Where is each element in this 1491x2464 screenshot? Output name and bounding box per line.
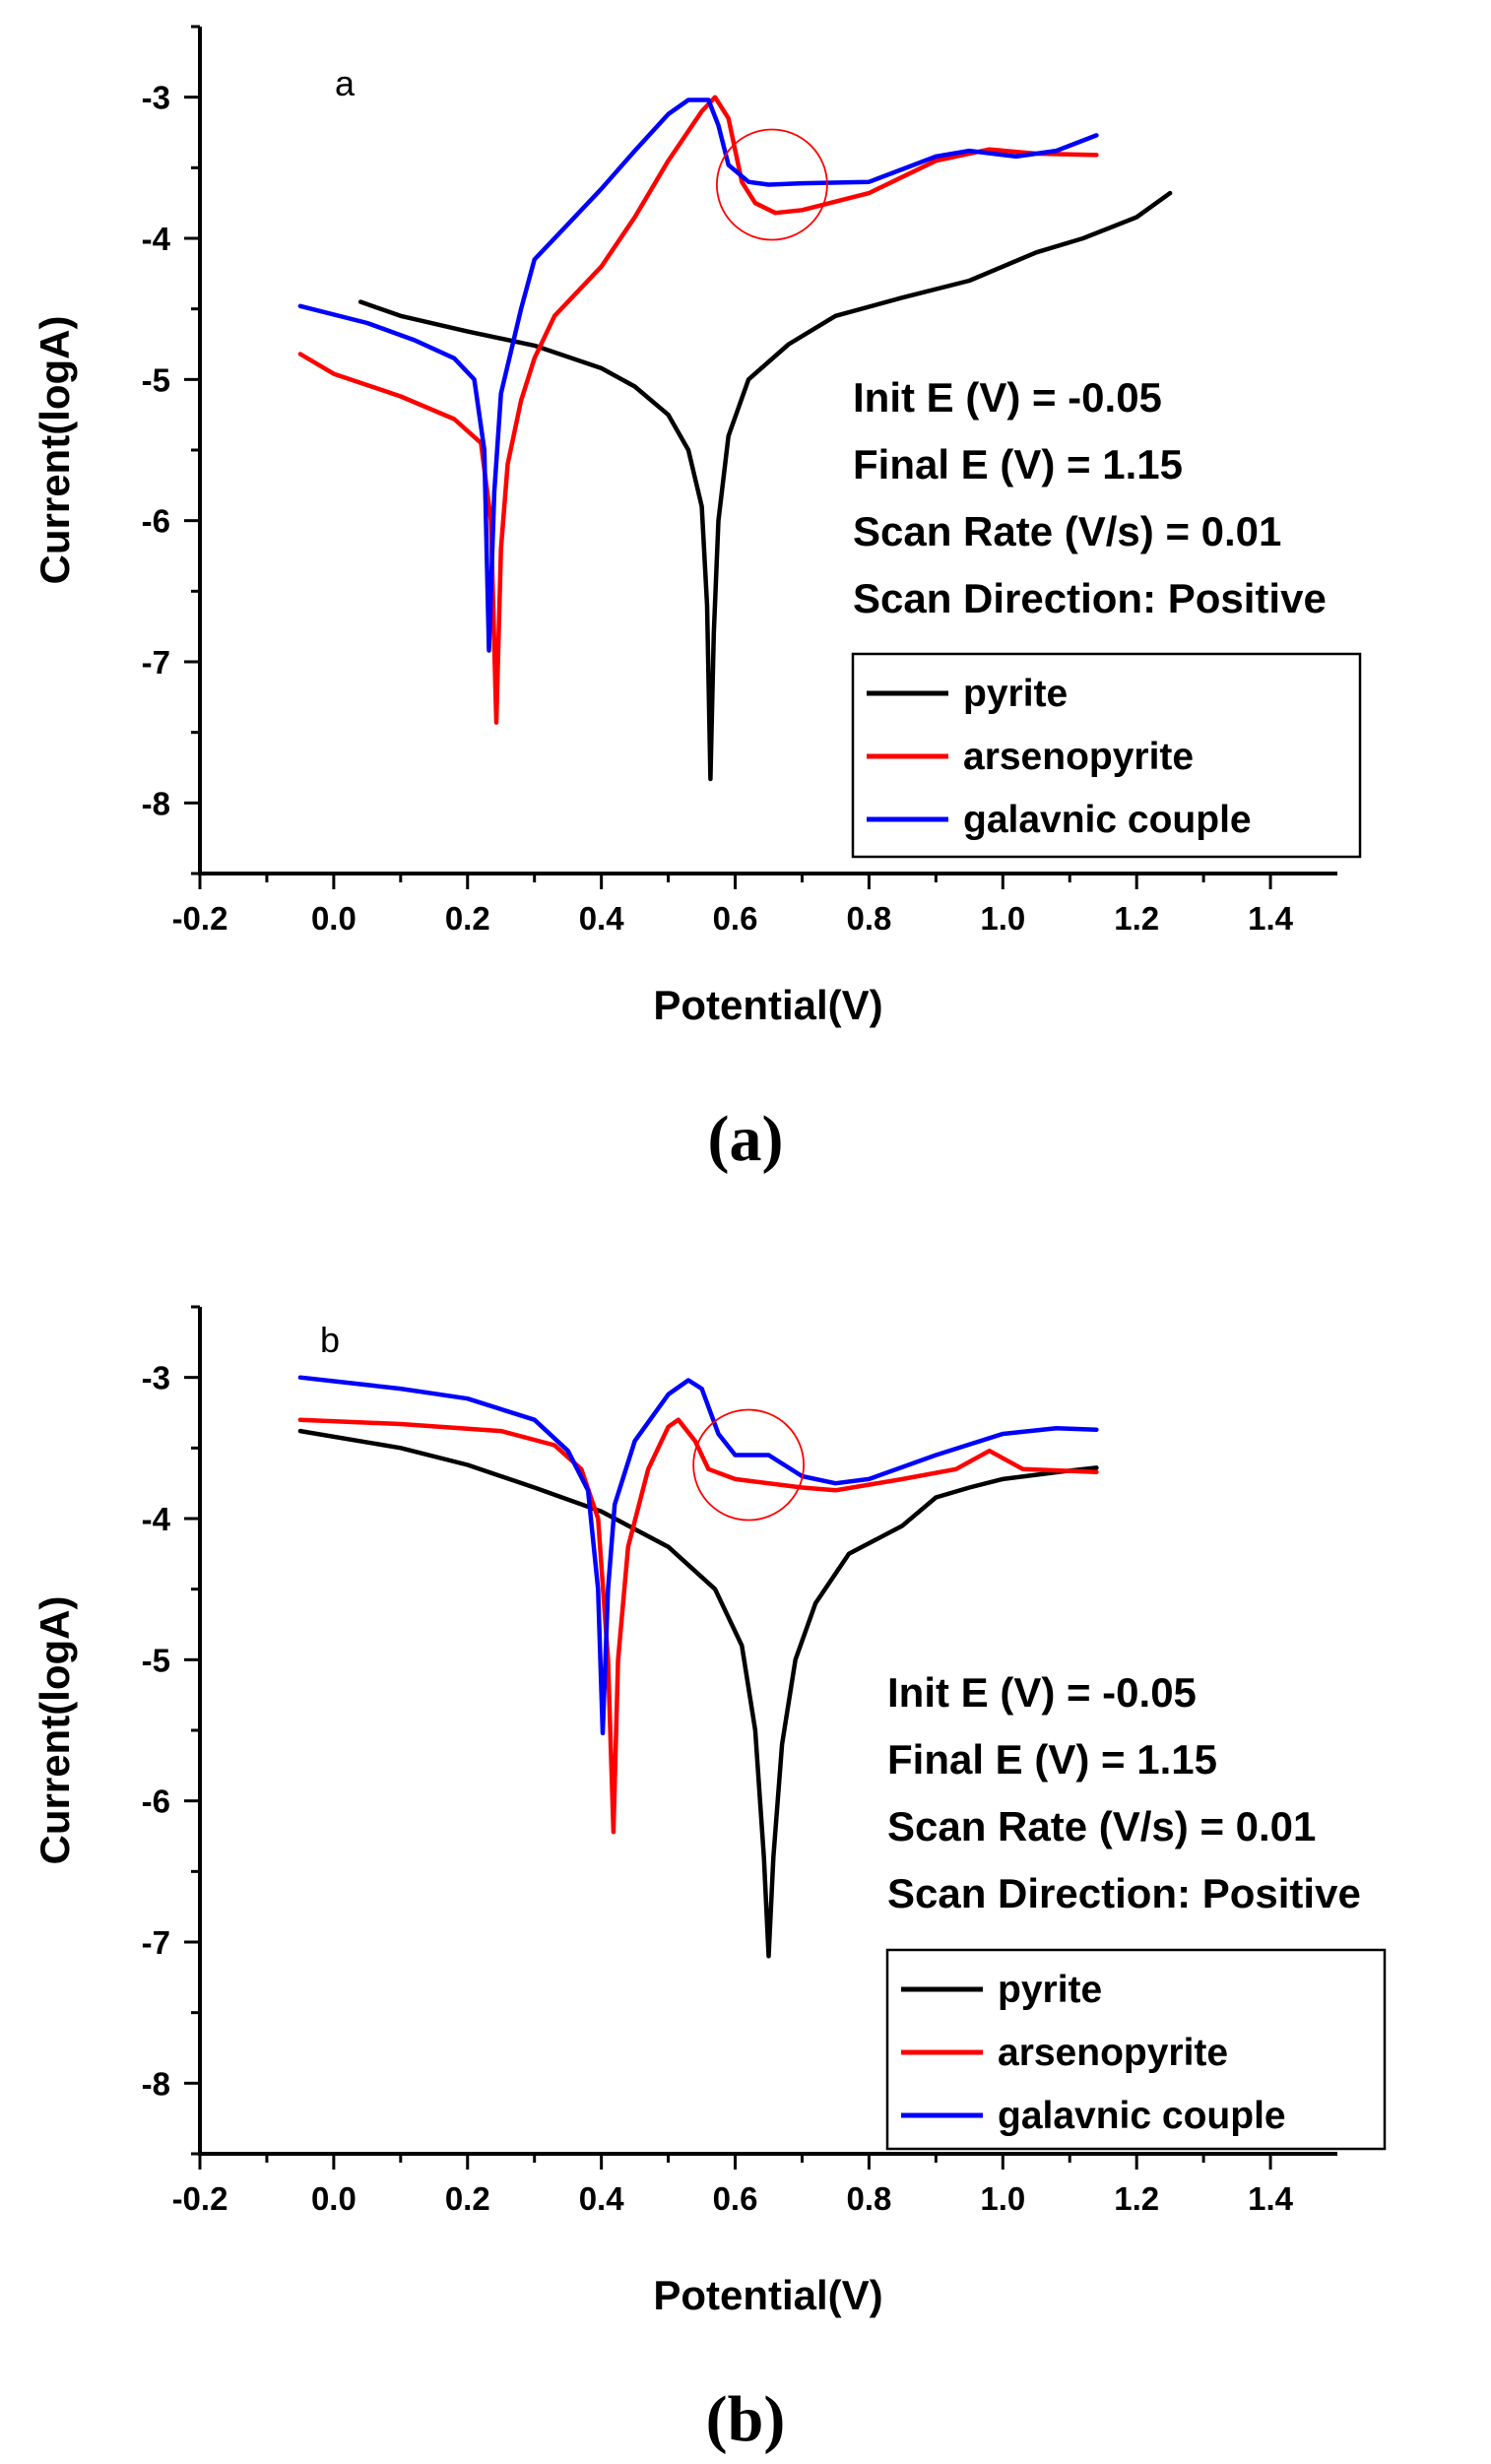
y-tick-label: -3 (142, 1360, 170, 1396)
y-tick-label: -7 (142, 644, 170, 681)
info-line: Init E (V) = -0.05 (887, 1669, 1197, 1716)
info-line: Scan Rate (V/s) = 0.01 (853, 508, 1281, 554)
y-tick-label: -6 (142, 1783, 170, 1820)
info-line: Scan Rate (V/s) = 0.01 (887, 1803, 1316, 1849)
y-tick-label: -7 (142, 1924, 170, 1961)
x-tick-label: 0.2 (445, 2180, 490, 2217)
legend-label: galavnic couple (963, 799, 1252, 841)
legend-label: pyrite (963, 673, 1068, 715)
x-tick-label: 1.2 (1114, 900, 1159, 937)
legend-label: pyrite (998, 1969, 1102, 2011)
y-tick-label: -5 (142, 361, 170, 398)
info-line: Final E (V) = 1.15 (853, 441, 1183, 487)
y-tick-label: -4 (142, 221, 171, 257)
annotation-circle (692, 1408, 806, 1522)
y-axis-title: Current(logA) (32, 316, 78, 585)
x-tick-label: 1.2 (1114, 2180, 1159, 2217)
x-tick-label: 0.2 (445, 900, 490, 937)
panel-tag: a (335, 63, 356, 103)
y-axis-title: Current(logA) (32, 1596, 78, 1865)
figure-caption: (a) (708, 1103, 784, 1175)
series-line-galavnic-couple (297, 1375, 1099, 1736)
legend-label: arsenopyrite (998, 2032, 1228, 2074)
legend-label: arsenopyrite (963, 736, 1194, 778)
figure-caption: (b) (706, 2383, 786, 2455)
y-tick-label: -8 (142, 785, 170, 821)
x-tick-label: 0.0 (311, 2180, 357, 2217)
x-axis-title: Potential(V) (653, 982, 882, 1028)
x-tick-label: 0.4 (579, 2180, 625, 2217)
x-tick-label: -0.2 (172, 900, 228, 937)
x-tick-label: -0.2 (172, 2180, 228, 2217)
y-tick-label: -5 (142, 1642, 170, 1678)
y-tick-label: -3 (142, 80, 170, 116)
chart-panel-b: -0.2 0.0 0.2 0.4 0.6 0.8 1.0 1.2 1.4 -8 -7 -6 -5 -4 -3… (32, 1305, 1387, 2455)
x-tick-label: 0.6 (713, 900, 758, 937)
series-line-pyrite (297, 1428, 1099, 1959)
x-tick-label: 1.0 (980, 2180, 1025, 2217)
y-tick-label: -6 (142, 503, 170, 540)
chart-panel-a: -0.2 0.0 0.2 0.4 0.6 0.8 1.0 1.2 1.4 -8 -7 -6 -5 -4 -3… (32, 25, 1362, 1175)
info-line: Init E (V) = -0.05 (853, 374, 1162, 421)
series-line-pyrite (357, 190, 1173, 782)
x-tick-label: 0.4 (579, 900, 625, 937)
y-tick-label: -8 (142, 2065, 170, 2102)
annotation-circle (715, 128, 828, 241)
legend-label: galavnic couple (998, 2095, 1286, 2137)
series-line-galavnic-couple (297, 97, 1099, 653)
x-axis-title: Potential(V) (653, 2272, 882, 2318)
panel-tag: b (320, 1320, 340, 1360)
x-tick-label: 1.4 (1248, 900, 1294, 937)
info-line: Scan Direction: Positive (853, 575, 1327, 621)
x-tick-label: 0.8 (846, 2180, 891, 2217)
x-tick-label: 1.4 (1248, 2180, 1294, 2217)
info-line: Final E (V) = 1.15 (887, 1736, 1217, 1783)
info-line: Scan Direction: Positive (887, 1870, 1361, 1916)
y-tick-label: -4 (142, 1501, 171, 1537)
x-tick-label: 0.0 (311, 900, 357, 937)
x-tick-label: 1.0 (980, 900, 1025, 937)
x-tick-label: 0.8 (846, 900, 891, 937)
x-tick-label: 0.6 (713, 2180, 758, 2217)
